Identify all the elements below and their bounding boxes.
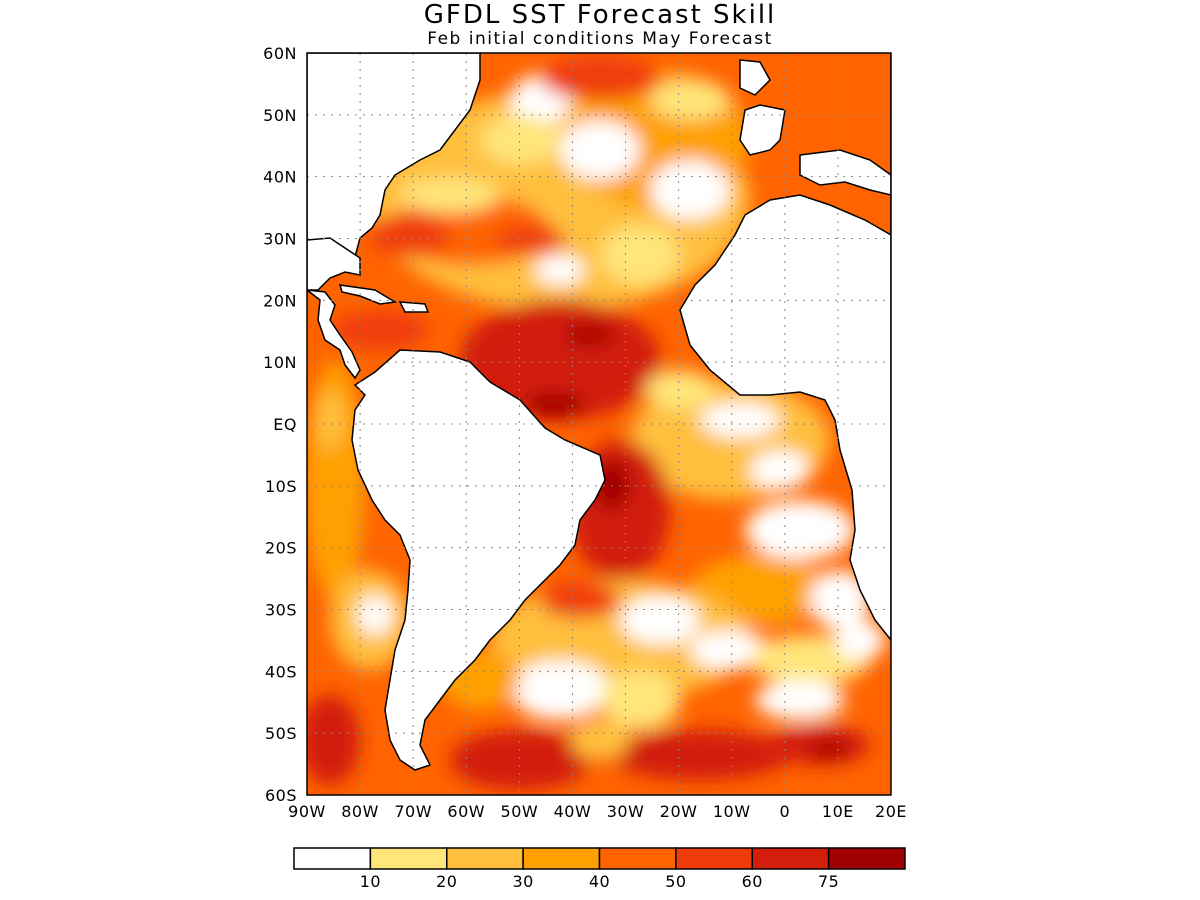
central-america	[307, 289, 361, 380]
hispaniola	[398, 301, 430, 313]
lon-tick-label: 20W	[660, 802, 698, 821]
lat-tick-label: 60N	[263, 44, 297, 63]
lat-tick-label: 30S	[265, 601, 297, 620]
map-title: GFDL SST Forecast Skill	[423, 0, 777, 30]
mediterranean-north	[799, 149, 891, 196]
lat-tick-label: 10N	[263, 353, 297, 372]
lat-tick-label: 50S	[265, 724, 297, 743]
lon-tick-label: 20E	[875, 802, 907, 821]
lon-tick-label: 90W	[288, 802, 326, 821]
lat-tick-label: 30N	[263, 230, 297, 249]
land-mask	[307, 53, 891, 771]
south-america	[351, 349, 606, 771]
cuba	[338, 284, 398, 305]
colorbar-label: 10	[360, 872, 381, 891]
colorbar-label: 75	[818, 872, 839, 891]
map-subtitle: Feb initial conditions May Forecast	[427, 29, 773, 49]
lon-tick-label: 10W	[713, 802, 751, 821]
colorbar-swatch	[522, 847, 601, 870]
longitude-labels: 90W 80W 70W 60W 50W 40W 30W 20W 10W 0 10E 20E	[288, 802, 907, 821]
british-isles	[739, 59, 771, 96]
lat-tick-label: 20S	[265, 539, 297, 558]
colorbar-swatch	[293, 847, 372, 870]
lon-tick-label: 0	[779, 802, 790, 821]
colorbar-swatch	[446, 847, 524, 870]
graticule	[307, 53, 891, 795]
lat-tick-label: 40S	[265, 662, 297, 681]
skill-contours	[307, 56, 885, 790]
colorbar-swatch	[751, 847, 830, 870]
lon-tick-label: 80W	[341, 802, 379, 821]
africa-europe	[679, 53, 891, 642]
lon-tick-label: 70W	[394, 802, 432, 821]
colorbar-label: 20	[436, 872, 457, 891]
lat-tick-label: 20N	[263, 291, 297, 310]
lon-tick-label: 30W	[607, 802, 645, 821]
colorbar-swatch	[369, 847, 448, 870]
lat-tick-label: 10S	[265, 477, 297, 496]
colorbar-swatch	[598, 847, 677, 870]
lat-tick-label: 50N	[263, 106, 297, 125]
lon-tick-label: 10E	[822, 802, 854, 821]
colorbar-label: 30	[512, 872, 533, 891]
colorbar-label: 40	[589, 872, 610, 891]
colorbar: 10 20 30 40 50 60 75	[293, 847, 906, 891]
lon-tick-label: 40W	[554, 802, 592, 821]
colorbar-label: 60	[742, 872, 763, 891]
map-frame	[306, 52, 892, 796]
lon-tick-label: 50W	[501, 802, 539, 821]
lat-tick-label: 60S	[265, 786, 297, 805]
lat-tick-label: 40N	[263, 168, 297, 187]
lon-tick-label: 60W	[447, 802, 485, 821]
colorbar-swatch	[675, 847, 753, 870]
colorbar-swatch	[827, 847, 906, 870]
colorbar-label: 50	[665, 872, 686, 891]
latitude-labels: 60N 50N 40N 30N 20N 10N EQ 10S 20S 30S 40S 50S 60S	[263, 44, 297, 805]
iberia	[739, 104, 786, 156]
lat-tick-label: EQ	[273, 415, 297, 434]
